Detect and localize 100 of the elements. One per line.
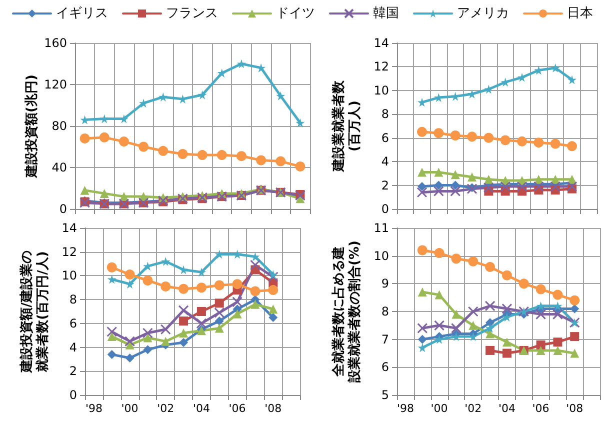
point <box>178 149 188 160</box>
y-tick-label: 10 <box>374 83 389 98</box>
point <box>179 265 188 274</box>
legend-label: 日本 <box>567 6 593 21</box>
point <box>434 248 444 258</box>
y-axis-title: 全就業者数に占める建設業就業者数の割合(%) <box>330 240 362 384</box>
point <box>161 336 170 346</box>
legend-label: フランス <box>166 6 218 21</box>
point <box>536 340 546 350</box>
point <box>418 182 426 191</box>
point <box>107 332 116 342</box>
point <box>468 256 478 266</box>
point <box>214 324 224 333</box>
y-tick-label: 12 <box>62 244 77 259</box>
point <box>434 320 445 331</box>
point <box>232 296 243 308</box>
point <box>418 288 427 297</box>
y-tick-label: 40 <box>52 160 67 174</box>
y-tick-label: 10 <box>62 268 77 283</box>
y-tick-label: 4 <box>69 340 77 354</box>
y-axis-title: 建設投資額(兆円) <box>24 74 40 178</box>
point <box>214 298 224 308</box>
point <box>198 90 207 100</box>
y-tick-label: 4 <box>381 154 389 169</box>
point <box>486 346 495 355</box>
point <box>567 141 577 152</box>
x-tick-label: '06 <box>532 402 550 415</box>
point <box>256 155 266 166</box>
point <box>468 320 478 330</box>
point <box>250 286 260 296</box>
point <box>484 300 496 312</box>
point <box>80 186 90 195</box>
point <box>483 182 494 193</box>
point <box>434 128 444 138</box>
point <box>178 284 189 294</box>
y-tick-label: 5 <box>381 388 389 402</box>
point <box>450 186 461 196</box>
point <box>99 132 110 142</box>
point <box>417 322 428 334</box>
point <box>276 156 286 166</box>
point <box>553 346 562 355</box>
point <box>196 282 206 293</box>
point <box>418 343 427 352</box>
point <box>160 281 171 292</box>
point <box>268 312 278 322</box>
y-tick-label: 8 <box>69 292 77 307</box>
point <box>197 150 208 160</box>
y-tick-label: 6 <box>381 360 389 374</box>
point <box>179 338 188 348</box>
y-tick-label: 160 <box>44 36 67 50</box>
point <box>516 181 528 192</box>
point <box>434 290 444 300</box>
point <box>142 275 153 286</box>
point <box>276 91 286 100</box>
point <box>217 68 226 78</box>
point <box>485 262 496 272</box>
point <box>550 63 560 72</box>
point <box>536 309 546 320</box>
point <box>486 324 495 333</box>
point <box>418 334 427 344</box>
point <box>500 135 510 146</box>
point <box>418 168 426 177</box>
point <box>106 262 117 272</box>
point <box>536 346 546 355</box>
x-tick-label: '02 <box>464 402 482 415</box>
legend-label: 韓国 <box>373 6 399 21</box>
y-tick-label: 0 <box>69 388 77 402</box>
point <box>179 316 188 326</box>
point <box>160 324 171 335</box>
point <box>450 130 460 140</box>
point <box>550 138 560 149</box>
x-tick-label: '00 <box>121 402 138 415</box>
point <box>107 274 116 284</box>
x-tick-label: '06 <box>228 402 246 415</box>
y-tick-label: 10 <box>374 248 389 263</box>
point <box>295 161 306 172</box>
point <box>450 170 460 180</box>
point <box>142 328 153 338</box>
point <box>196 318 207 329</box>
point <box>143 345 152 354</box>
x-tick-label: '04 <box>192 402 210 415</box>
point <box>550 181 561 192</box>
point <box>158 146 168 156</box>
point <box>450 322 462 334</box>
point <box>214 307 225 318</box>
point <box>452 310 461 319</box>
y-tick-label: 6 <box>381 130 389 145</box>
point <box>570 348 580 358</box>
point <box>451 254 462 264</box>
y-tick-label: 14 <box>62 221 77 235</box>
point <box>232 279 242 290</box>
point <box>553 301 562 310</box>
point <box>566 181 578 192</box>
point <box>500 181 511 192</box>
point <box>250 300 260 309</box>
point <box>468 306 478 317</box>
x-tick-label: '08 <box>566 402 584 415</box>
point <box>236 59 246 68</box>
point <box>268 272 278 282</box>
point <box>570 295 580 306</box>
